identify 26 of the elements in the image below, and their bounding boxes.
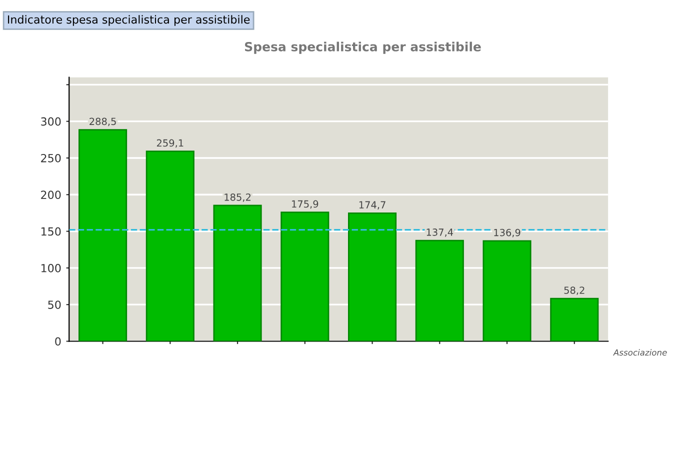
bar bbox=[78, 129, 128, 342]
bar bbox=[482, 240, 532, 342]
data-label: 288,5 bbox=[90, 118, 116, 126]
bar bbox=[213, 204, 262, 342]
data-label: 174,7 bbox=[359, 201, 386, 210]
data-label: 137,4 bbox=[426, 228, 454, 237]
y-tick-label: 200 bbox=[41, 190, 61, 200]
chart-subtitle: Spesa specialistica per assistibile bbox=[244, 42, 481, 54]
bar bbox=[550, 298, 599, 342]
y-tick-label: 150 bbox=[41, 227, 61, 236]
bar bbox=[415, 240, 464, 342]
y-tick-label: 100 bbox=[41, 264, 61, 272]
data-label: 175,9 bbox=[292, 200, 318, 209]
data-label: 136,9 bbox=[494, 228, 520, 238]
bar bbox=[348, 212, 397, 342]
y-tick-label: 0 bbox=[55, 337, 61, 346]
bar bbox=[146, 150, 194, 342]
y-tick-label: 300 bbox=[41, 117, 61, 126]
y-tick-label: 250 bbox=[41, 154, 61, 162]
data-label: 259,1 bbox=[156, 139, 184, 148]
data-label: 58,2 bbox=[564, 286, 584, 295]
x-axis-title: Associazione bbox=[613, 349, 667, 356]
y-tick-label: 50 bbox=[48, 300, 61, 309]
data-label: 185,2 bbox=[224, 193, 250, 202]
chart-title: Indicatore spesa specialistica per assistibile bbox=[8, 15, 250, 26]
bar bbox=[280, 212, 330, 342]
